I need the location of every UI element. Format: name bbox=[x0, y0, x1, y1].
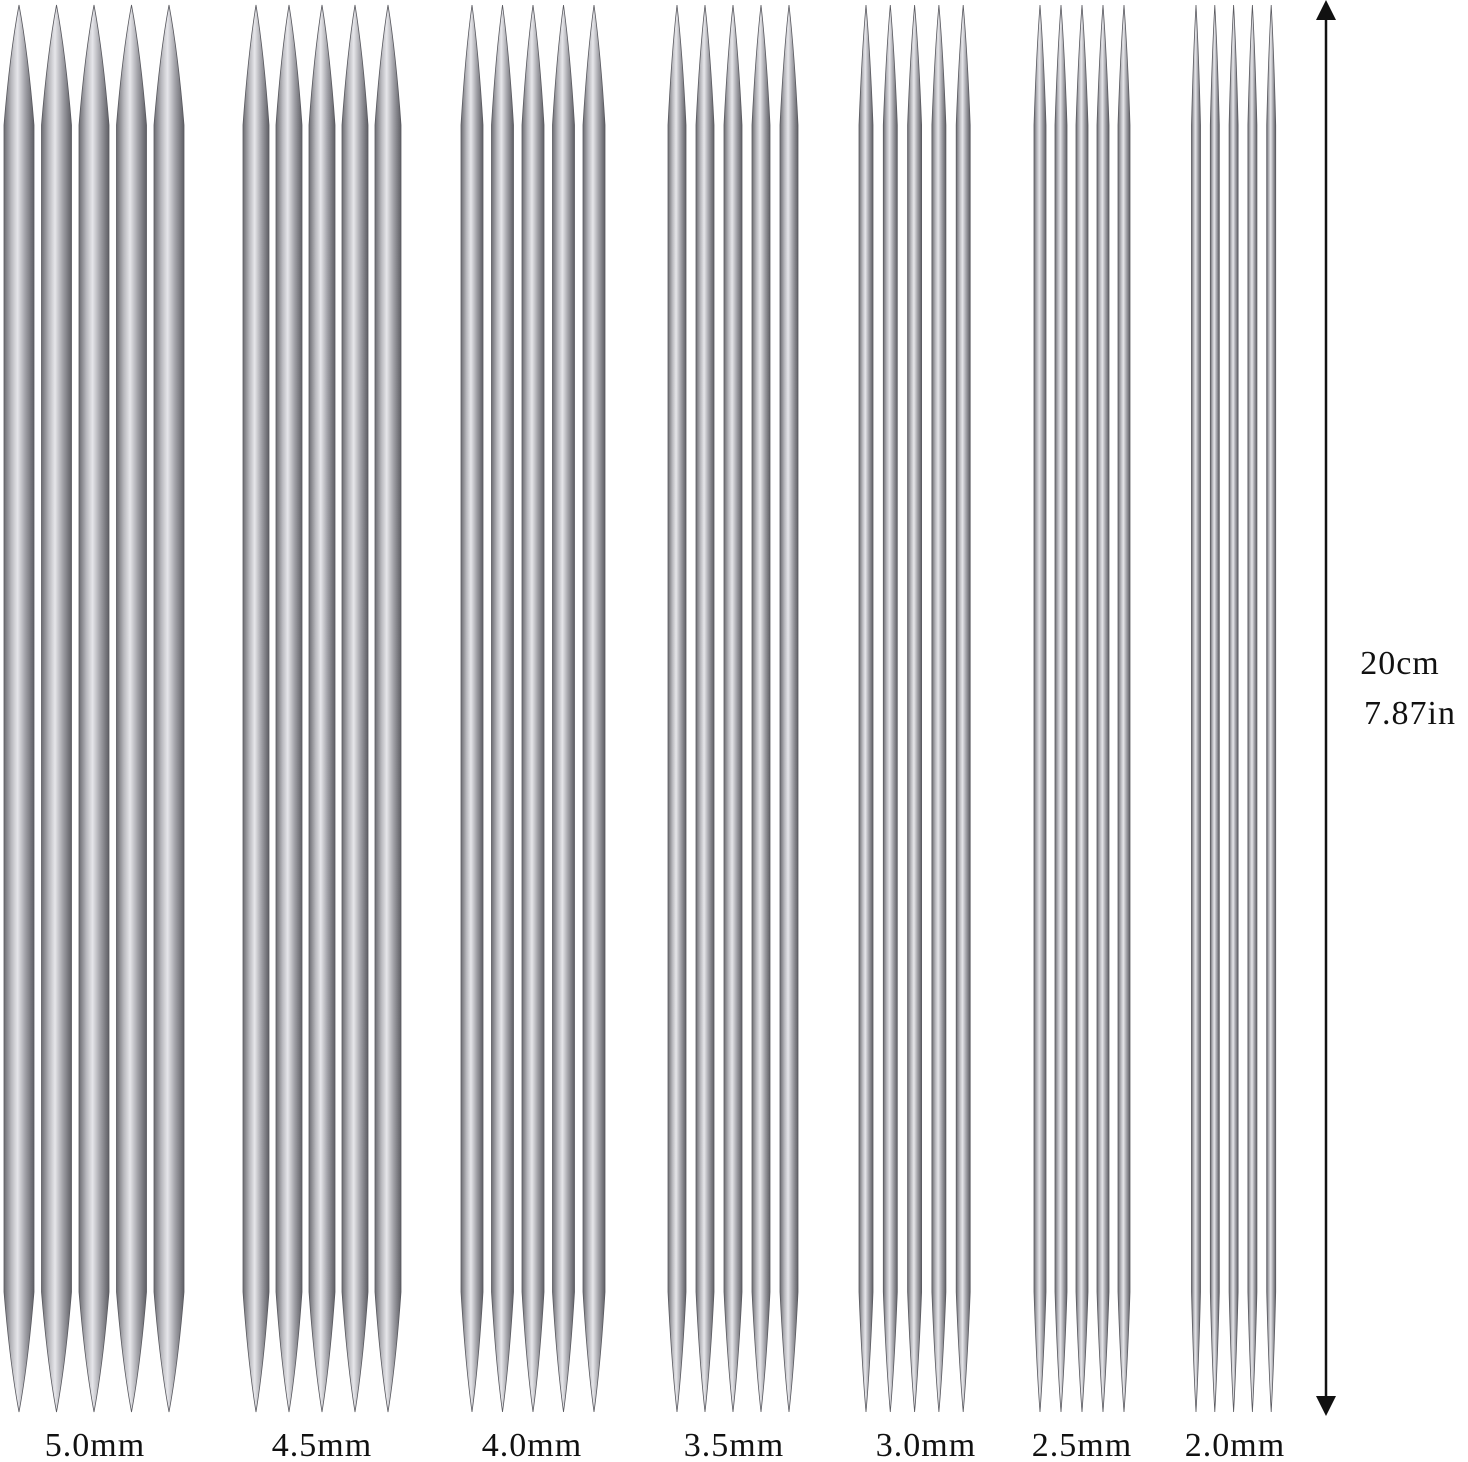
needle-set bbox=[3, 4, 185, 1413]
needle bbox=[1228, 4, 1239, 1413]
needle bbox=[882, 4, 898, 1413]
size-label: 3.0mm bbox=[876, 1427, 976, 1462]
needle bbox=[582, 4, 606, 1413]
needle bbox=[308, 4, 336, 1413]
size-label: 2.0mm bbox=[1185, 1427, 1285, 1462]
size-label: 4.5mm bbox=[272, 1427, 372, 1462]
needle bbox=[1209, 4, 1220, 1413]
size-label: 4.0mm bbox=[482, 1427, 582, 1462]
needle bbox=[1075, 4, 1089, 1413]
length-cm: 20cm bbox=[1360, 645, 1440, 682]
needle-set bbox=[1033, 4, 1131, 1413]
needle-set bbox=[1191, 4, 1277, 1413]
needle bbox=[153, 4, 185, 1413]
needle bbox=[41, 4, 72, 1413]
needle bbox=[78, 4, 110, 1413]
needle bbox=[667, 4, 687, 1413]
needle-set bbox=[242, 4, 402, 1413]
needle bbox=[491, 4, 514, 1413]
needle bbox=[341, 4, 369, 1413]
needle bbox=[907, 4, 922, 1413]
needle bbox=[3, 4, 35, 1413]
needle bbox=[275, 4, 303, 1413]
needle bbox=[1266, 4, 1277, 1413]
needle bbox=[1247, 4, 1258, 1413]
needle bbox=[460, 4, 484, 1413]
size-label: 2.5mm bbox=[1032, 1427, 1132, 1462]
needle bbox=[242, 4, 270, 1413]
needle bbox=[695, 4, 715, 1413]
needle bbox=[751, 4, 771, 1413]
needle-set bbox=[667, 4, 799, 1413]
needle bbox=[116, 4, 147, 1413]
size-label: 5.0mm bbox=[45, 1427, 145, 1462]
needle bbox=[1096, 4, 1110, 1413]
needle bbox=[931, 4, 947, 1413]
needle bbox=[1033, 4, 1047, 1413]
needle bbox=[955, 4, 971, 1413]
needle bbox=[1054, 4, 1068, 1413]
needle bbox=[858, 4, 874, 1413]
needle bbox=[521, 4, 545, 1413]
length-in: 7.87in bbox=[1364, 695, 1456, 732]
needle-set bbox=[460, 4, 606, 1413]
needle-sets bbox=[3, 4, 1277, 1413]
size-label: 3.5mm bbox=[684, 1427, 784, 1462]
needle bbox=[552, 4, 575, 1413]
needle bbox=[1117, 4, 1131, 1413]
needle bbox=[723, 4, 743, 1413]
needle bbox=[779, 4, 799, 1413]
needle bbox=[374, 4, 402, 1413]
needle-set bbox=[858, 4, 971, 1413]
needle bbox=[1191, 4, 1201, 1413]
